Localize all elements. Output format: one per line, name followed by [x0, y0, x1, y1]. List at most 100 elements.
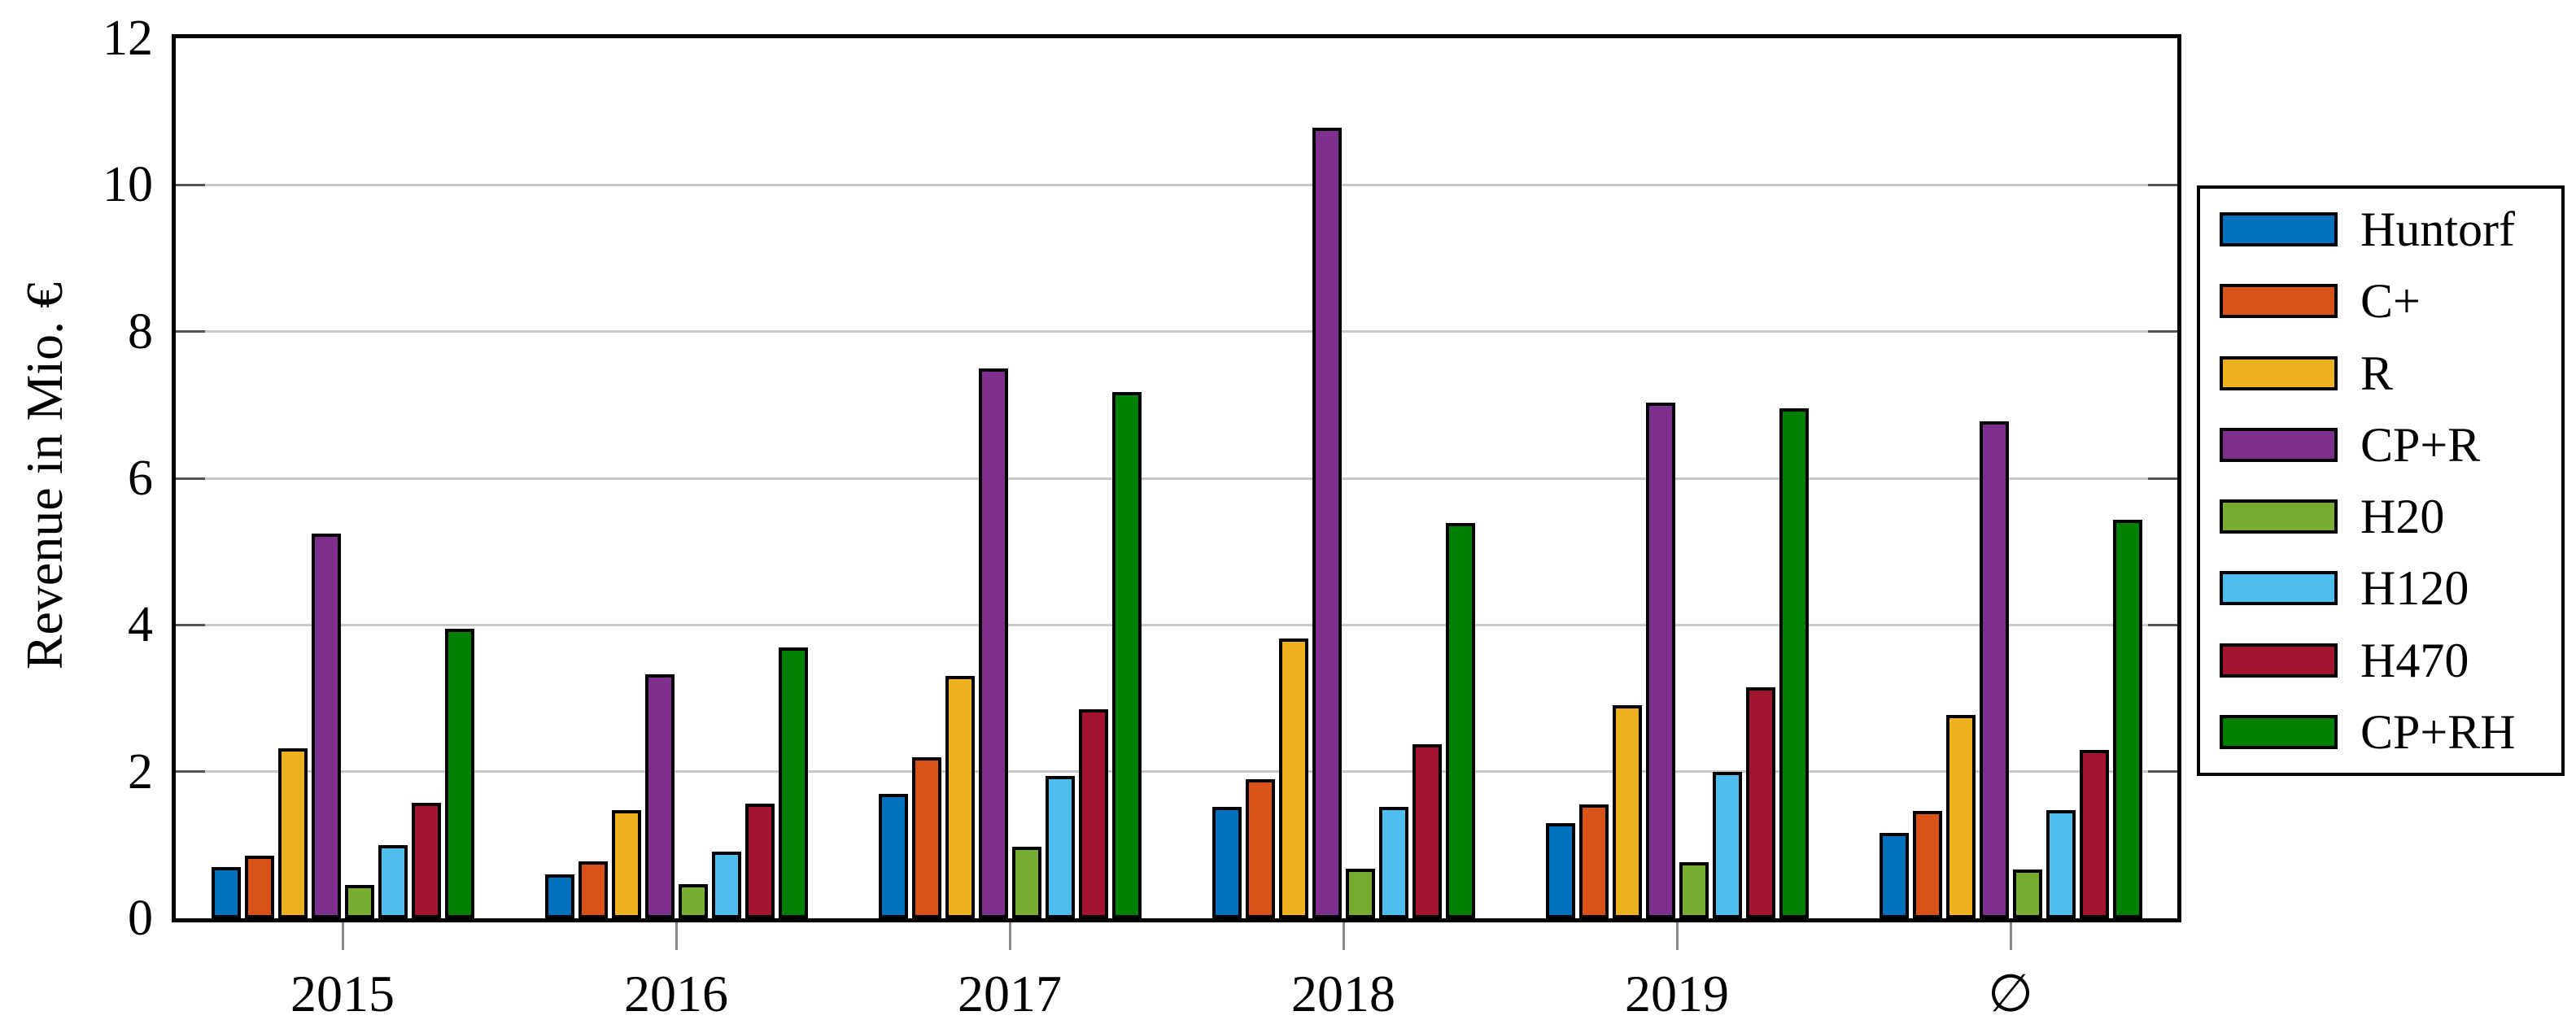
bar-H470-∅ — [2079, 749, 2109, 918]
legend-item-R: R — [2200, 340, 2561, 407]
legend-swatch-CP+RH — [2220, 714, 2338, 749]
bar-CP+R-2016 — [644, 673, 675, 918]
bar-C+-2019 — [1578, 804, 1609, 918]
bar-H20-∅ — [2012, 869, 2042, 918]
bar-Huntorf-2015 — [211, 866, 241, 918]
bar-H120-2015 — [378, 844, 408, 918]
bar-R-2018 — [1278, 638, 1308, 918]
legend-label-H20: H20 — [2360, 490, 2445, 544]
legend-item-CP+RH: CP+RH — [2200, 699, 2561, 765]
legend-item-C+: C+ — [2200, 268, 2561, 334]
ytick-left-10 — [176, 183, 205, 186]
legend-swatch-Huntorf — [2220, 212, 2338, 247]
bar-R-∅ — [1945, 715, 1976, 918]
bar-Huntorf-2016 — [544, 874, 574, 918]
legend-label-H470: H470 — [2360, 633, 2469, 687]
bar-R-2015 — [277, 748, 308, 918]
legend-item-CP+R: CP+R — [2200, 412, 2561, 478]
y-tick-label-4: 4 — [128, 597, 153, 653]
bar-C+-2018 — [1245, 778, 1275, 918]
ytick-right-6 — [2148, 477, 2177, 480]
legend-swatch-H20 — [2220, 499, 2338, 534]
gridline-y-2 — [176, 770, 2177, 774]
x-tick-label-∅: ∅ — [1988, 965, 2033, 1022]
ytick-left-4 — [176, 623, 205, 626]
bar-CP+RH-∅ — [2112, 520, 2142, 918]
legend-item-Huntorf: Huntorf — [2200, 196, 2561, 263]
gridline-y-6 — [176, 477, 2177, 480]
x-tick-label-2018: 2018 — [1291, 965, 1395, 1022]
bar-Huntorf-2019 — [1545, 822, 1575, 918]
x-tick-label-2016: 2016 — [624, 965, 728, 1022]
bar-C+-2015 — [244, 856, 274, 918]
bar-R-2019 — [1612, 704, 1642, 918]
bar-CP+R-2018 — [1312, 128, 1342, 918]
legend-label-H120: H120 — [2360, 561, 2469, 616]
bar-Huntorf-2017 — [878, 793, 908, 918]
ytick-right-10 — [2148, 183, 2177, 186]
bar-H470-2017 — [1078, 709, 1108, 918]
bar-CP+RH-2016 — [778, 647, 808, 918]
bar-C+-2017 — [911, 756, 941, 918]
y-tick-label-2: 2 — [128, 743, 153, 800]
bar-H120-2019 — [1712, 771, 1742, 918]
legend-swatch-H120 — [2220, 571, 2338, 606]
legend-item-H120: H120 — [2200, 555, 2561, 621]
x-tick-2015 — [341, 922, 344, 950]
bar-Huntorf-∅ — [1879, 833, 1909, 918]
bar-CP+RH-2017 — [1111, 391, 1142, 918]
ytick-left-8 — [176, 330, 205, 333]
x-tick-label-2015: 2015 — [290, 965, 395, 1022]
bar-H20-2015 — [344, 884, 374, 918]
legend-label-R: R — [2360, 346, 2394, 400]
bar-H20-2017 — [1011, 846, 1041, 918]
x-tick-∅ — [2009, 922, 2012, 950]
gridline-y-8 — [176, 330, 2177, 333]
bar-H20-2019 — [1679, 861, 1709, 918]
bar-CP+R-2017 — [978, 368, 1008, 918]
legend-label-CP+RH: CP+RH — [2360, 704, 2516, 759]
ytick-right-2 — [2148, 770, 2177, 774]
y-tick-label-6: 6 — [128, 451, 153, 506]
legend-label-CP+R: CP+R — [2360, 417, 2481, 472]
ytick-left-2 — [176, 770, 205, 774]
bar-H470-2015 — [411, 803, 441, 918]
bar-H470-2016 — [744, 804, 775, 918]
x-tick-2018 — [1342, 922, 1345, 950]
legend-swatch-C+ — [2220, 284, 2338, 319]
bar-H120-∅ — [2046, 810, 2076, 918]
x-tick-label-2017: 2017 — [958, 965, 1062, 1022]
bar-H120-2017 — [1045, 776, 1075, 918]
bar-R-2017 — [945, 675, 975, 918]
bar-R-2016 — [611, 810, 641, 918]
bar-CP+R-∅ — [1979, 421, 2009, 918]
legend-swatch-H470 — [2220, 643, 2338, 678]
gridline-y-10 — [176, 183, 2177, 186]
plot-area — [172, 34, 2181, 922]
x-tick-2017 — [1008, 922, 1011, 950]
y-tick-label-12: 12 — [103, 11, 153, 66]
legend-label-C+: C+ — [2360, 274, 2421, 329]
legend: Huntorf C+ R CP+R H20 H120 H470 CP+RH — [2197, 185, 2565, 776]
bar-H120-2018 — [1378, 806, 1408, 918]
legend-swatch-CP+R — [2220, 427, 2338, 462]
plot-inner — [176, 38, 2177, 918]
ytick-right-4 — [2148, 623, 2177, 626]
x-tick-2019 — [1675, 922, 1679, 950]
legend-label-Huntorf: Huntorf — [2360, 203, 2515, 257]
bar-Huntorf-2018 — [1212, 806, 1242, 918]
legend-swatch-R — [2220, 355, 2338, 390]
y-tick-label-10: 10 — [103, 157, 153, 213]
bar-CP+RH-2018 — [1445, 523, 1475, 918]
bar-H470-2019 — [1745, 686, 1775, 918]
y-tick-label-8: 8 — [128, 303, 153, 360]
bar-H20-2016 — [678, 883, 708, 918]
legend-item-H470: H470 — [2200, 627, 2561, 694]
bar-C+-∅ — [1912, 811, 1942, 918]
x-tick-label-2019: 2019 — [1625, 965, 1729, 1022]
ytick-left-6 — [176, 477, 205, 480]
bar-CP+RH-2019 — [1779, 408, 1809, 918]
bar-C+-2016 — [578, 861, 608, 918]
x-tick-2016 — [675, 922, 678, 950]
bar-CP+RH-2015 — [444, 628, 474, 918]
